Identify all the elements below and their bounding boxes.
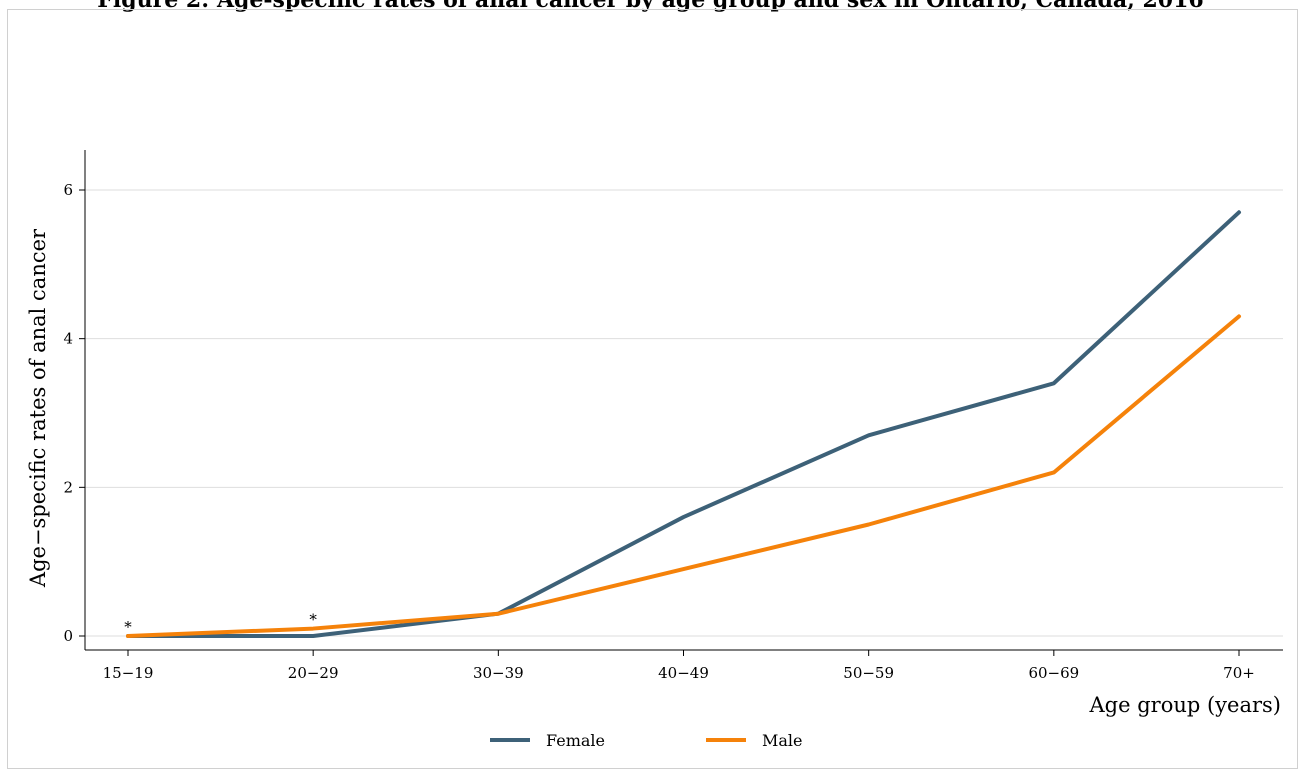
x-axis-title: Age group (years) [1089,693,1282,717]
x-tick-label: 30−39 [473,664,524,682]
annotation-asterisk: * [309,611,317,629]
x-tick-label: 40−49 [658,664,709,682]
x-tick-label: 70+ [1223,664,1255,682]
series-line-male [126,314,1241,638]
x-tick-label: 15−19 [103,664,154,682]
x-tick-label: 60−69 [1028,664,1079,682]
annotation-asterisk: * [124,618,132,636]
y-tick-label: 2 [63,478,73,496]
series-line-female [126,210,1241,638]
y-tick-label: 0 [63,627,73,645]
y-tick-label: 4 [63,330,73,348]
legend-label-male: Male [762,731,803,750]
x-tick-label: 50−59 [843,664,894,682]
legend-label-female: Female [546,731,605,750]
y-axis-title: Age−specific rates of anal cancer [26,228,50,588]
y-tick-label: 6 [63,181,73,199]
x-tick-label: 20−29 [288,664,339,682]
